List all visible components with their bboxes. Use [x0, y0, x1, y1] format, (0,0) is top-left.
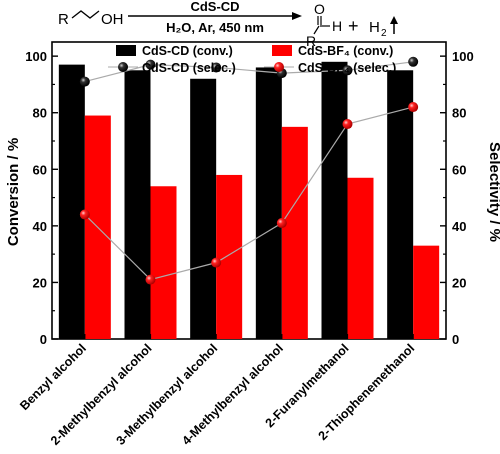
marker-cdscd-selec-1	[145, 59, 156, 70]
marker-cdsbf4-selec-3	[276, 218, 287, 229]
y2-tick-label-80: 80	[452, 106, 466, 121]
legend-label-cdscd-selec: CdS-CD (selec.)	[142, 61, 236, 75]
y-tick-label-100: 100	[25, 49, 47, 64]
product-o-label: O	[314, 1, 325, 17]
y2-tick-label-0: 0	[452, 332, 459, 347]
gas-arrowhead	[390, 16, 398, 24]
marker-cdsbf4-selec-5	[408, 102, 419, 113]
ticks-layer: 0 20 40 60 80 100 0 20 40 60 80 100	[25, 49, 473, 347]
bar-cdscd-conv-3	[255, 67, 282, 339]
reaction-scheme: R OH CdS-CD H₂O, Ar, 450 nm O H R + H 2	[58, 0, 398, 49]
reaction-arrowhead	[292, 12, 302, 20]
y-tick-label-40: 40	[33, 219, 47, 234]
reactant-oh-label: OH	[101, 11, 124, 28]
bar-cdscd-conv-0	[58, 64, 85, 339]
y-tick-label-60: 60	[33, 162, 47, 177]
legend-swatch-cdsbf4-conv	[272, 45, 292, 56]
y2-tick-label-60: 60	[452, 162, 466, 177]
bar-cdscd-conv-2	[190, 78, 217, 340]
marker-cdsbf4-selec-4	[342, 119, 353, 130]
legend-label-cdsbf4-selec: CdS-BF₄ (selec.)	[298, 61, 396, 75]
product-r-bond	[313, 25, 320, 35]
marker-cdscd-selec-0	[79, 76, 90, 87]
plus-sign: +	[348, 16, 359, 36]
line-cdscd-selec	[84, 61, 414, 83]
h2-subscript: 2	[381, 28, 387, 39]
bar-cdsbf4-conv-1	[150, 186, 177, 339]
y-tick-label-0: 0	[40, 332, 47, 347]
bar-cdsbf4-conv-5	[413, 245, 440, 339]
line-cdsbf4-selec	[84, 106, 414, 281]
y-tick-label-80: 80	[33, 106, 47, 121]
bar-cdscd-conv-5	[387, 70, 414, 340]
marker-cdsbf4-selec-0	[79, 209, 90, 220]
reactant-chain	[71, 10, 100, 19]
arrow-top-label: CdS-CD	[190, 0, 239, 14]
marker-cdscd-selec-2	[211, 62, 222, 73]
y2-tick-label-20: 20	[452, 275, 466, 290]
marker-cdscd-selec-4	[342, 65, 353, 76]
marker-cdsbf4-selec-1	[145, 274, 156, 285]
bar-cdsbf4-conv-4	[347, 177, 374, 339]
legend-label-cdsbf4-conv: CdS-BF₄ (conv.)	[298, 44, 393, 58]
bar-cdsbf4-conv-2	[216, 174, 243, 339]
bar-cdsbf4-conv-3	[281, 126, 308, 339]
y2-axis-title: Selectivity / %	[486, 142, 500, 242]
arrow-bottom-label: H₂O, Ar, 450 nm	[166, 20, 264, 35]
legend-swatch-cdscd-conv	[116, 45, 136, 56]
h2-label: H	[369, 19, 380, 36]
legend-marker-cdscd-selec	[118, 62, 128, 72]
bar-cdscd-conv-1	[124, 70, 151, 340]
x-tick-label-0: Benzyl alcohol	[17, 341, 89, 413]
product-r-label: R	[306, 33, 316, 49]
reactant-r-label: R	[58, 11, 69, 28]
marker-cdsbf4-selec-2	[211, 257, 222, 268]
bars-layer	[58, 61, 440, 340]
plot-frame	[51, 41, 447, 340]
y2-tick-label-40: 40	[452, 219, 466, 234]
product-h-label: H	[332, 18, 342, 34]
y-axis-title: Conversion / %	[5, 138, 22, 246]
legend: CdS-CD (conv.) CdS-BF₄ (conv.) CdS-CD (s…	[108, 44, 396, 75]
y2-tick-label-100: 100	[452, 49, 474, 64]
y-tick-label-20: 20	[33, 275, 47, 290]
legend-label-cdscd-conv: CdS-CD (conv.)	[142, 44, 233, 58]
bar-cdscd-conv-4	[321, 61, 348, 340]
legend-marker-cdsbf4-selec	[274, 62, 284, 72]
marker-cdscd-selec-5	[408, 56, 419, 67]
